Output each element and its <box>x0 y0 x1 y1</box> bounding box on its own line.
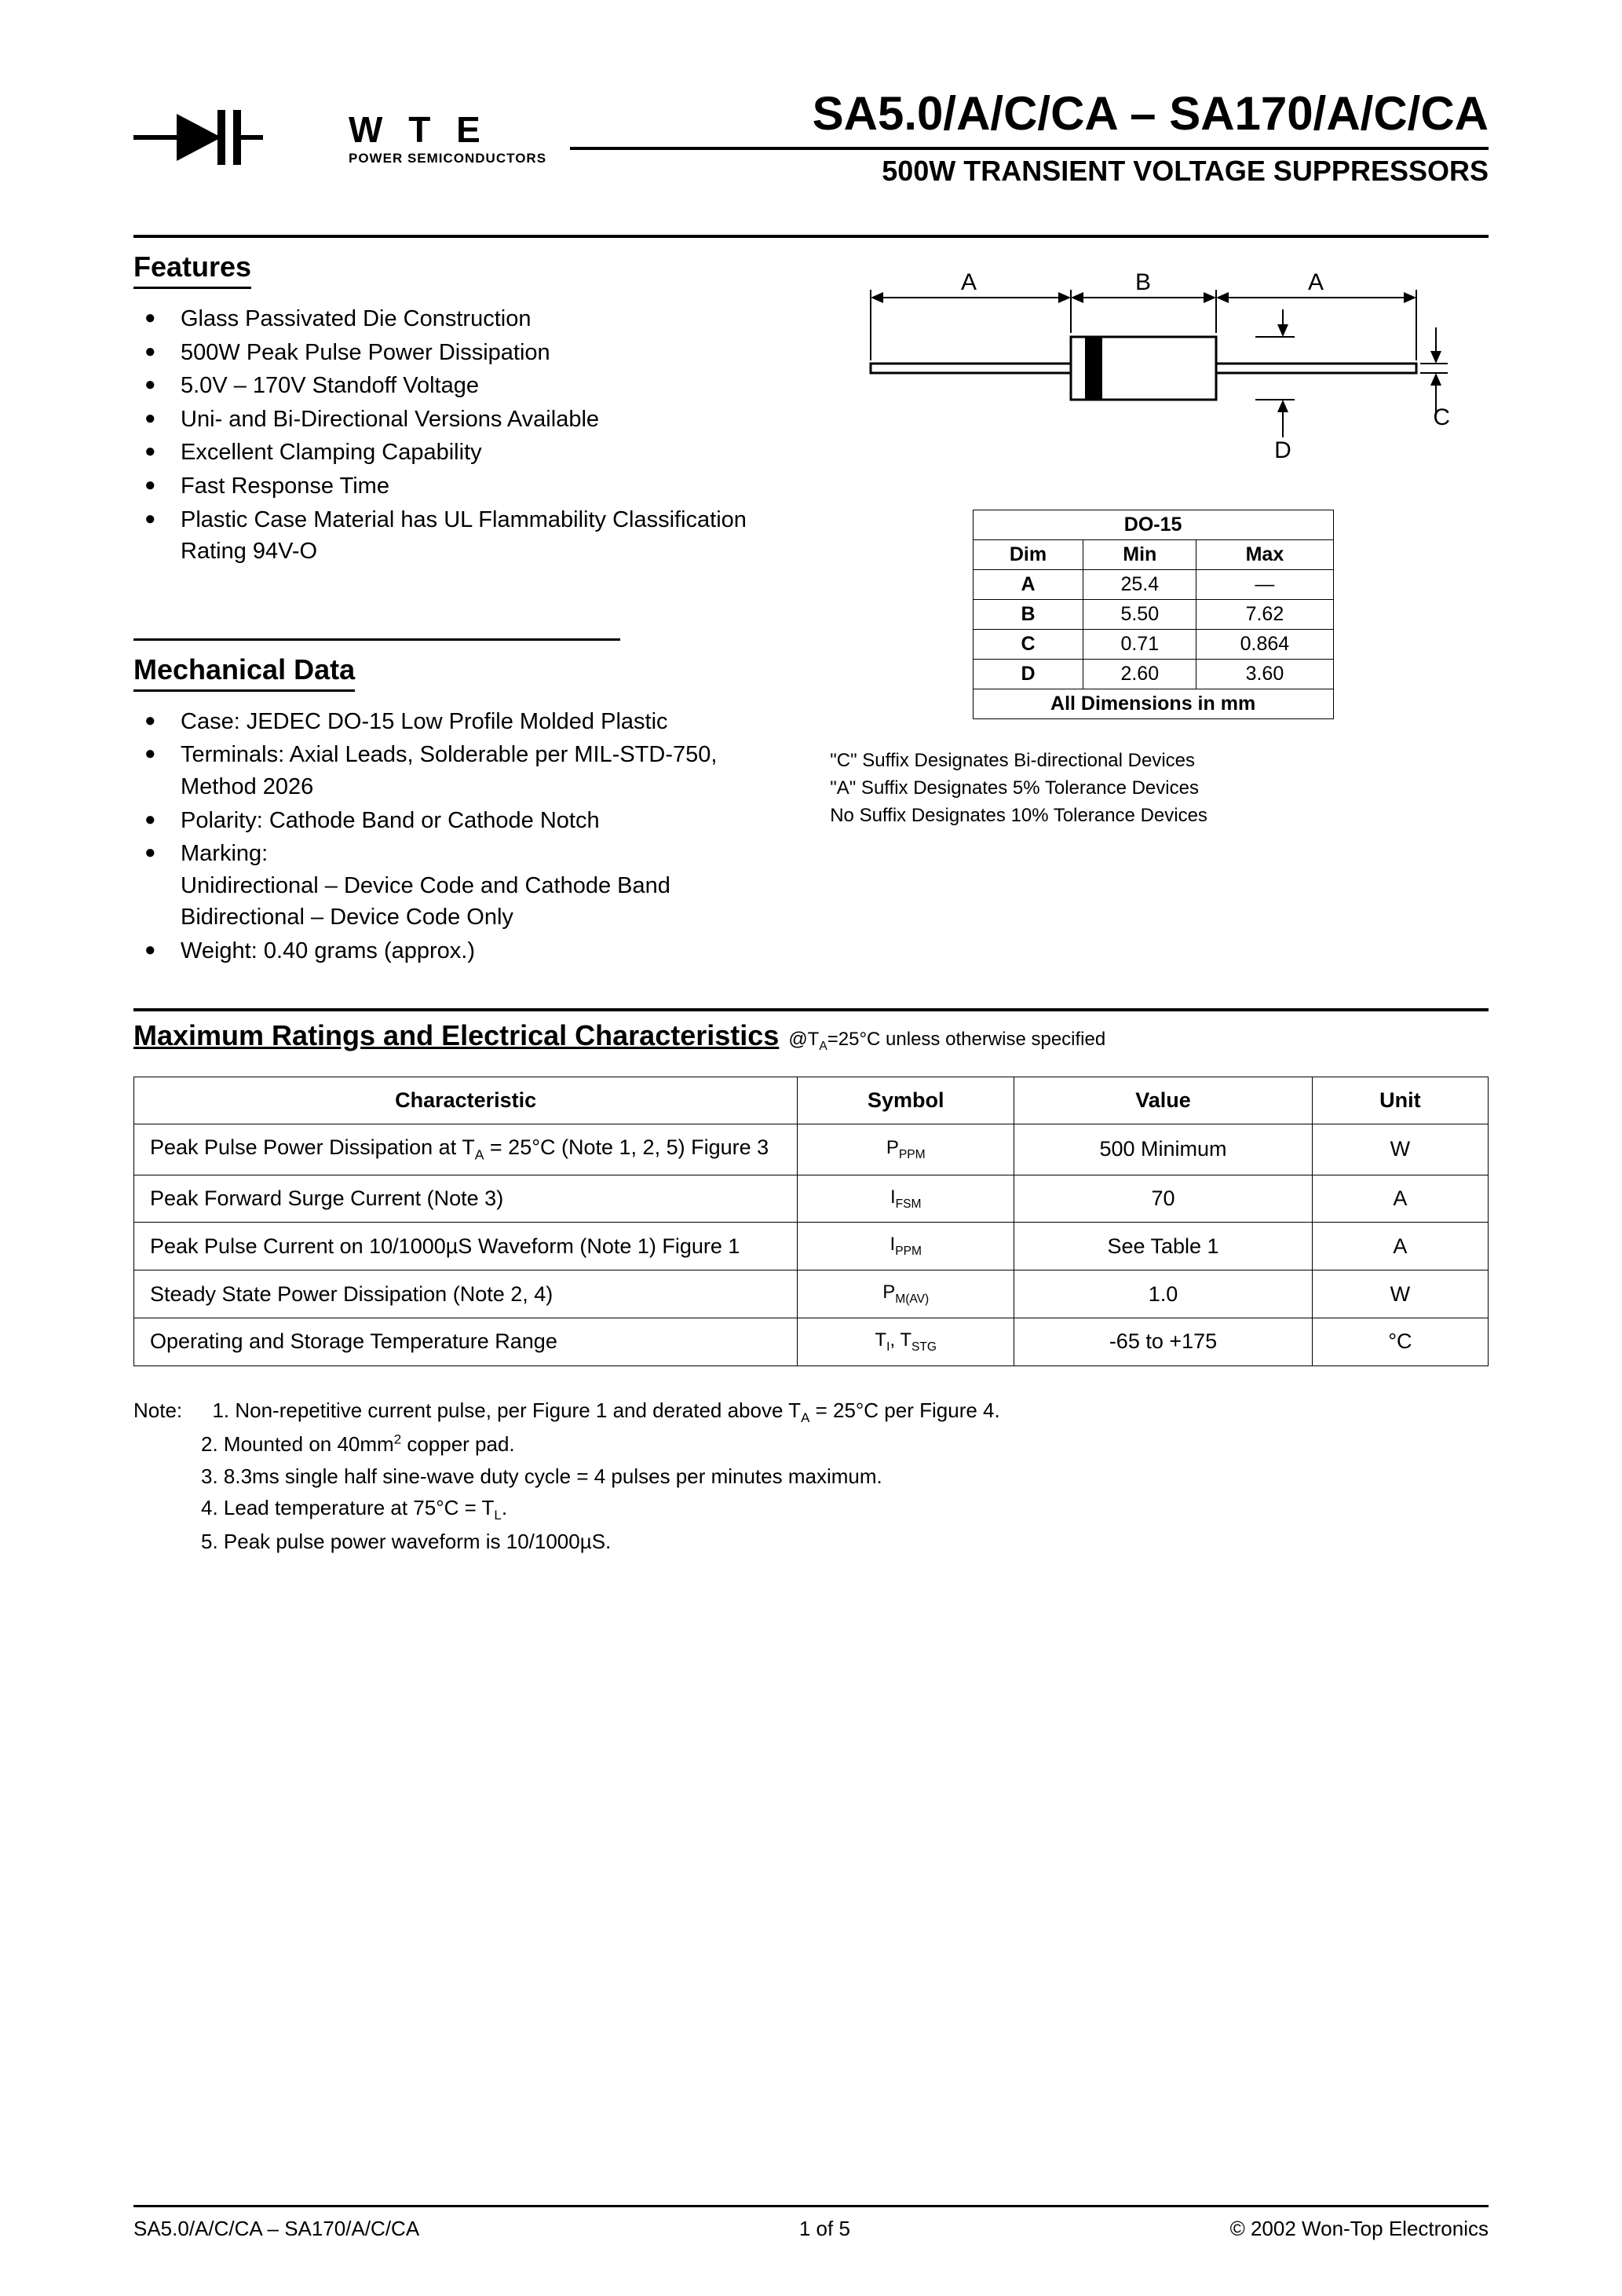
svg-text:B: B <box>1135 269 1151 295</box>
dimensions-table: DO-15DimMinMax A25.4— B5.507.62 C0.710.864 D… <box>973 510 1334 719</box>
title-rule <box>570 147 1489 150</box>
brand-name: W T E <box>349 108 546 151</box>
ratings-value: 1.0 <box>1014 1270 1313 1318</box>
footer-rule <box>133 2205 1489 2207</box>
diode-logo-icon <box>133 102 338 173</box>
dim-cell: A <box>973 570 1083 600</box>
dim-cell: 7.62 <box>1196 600 1333 630</box>
note-line: 5. Peak pulse power waveform is 10/1000µ… <box>133 1526 1489 1557</box>
logo-text: W T E POWER SEMICONDUCTORS <box>349 108 546 166</box>
footer-left: SA5.0/A/C/CA – SA170/A/C/CA <box>133 2217 419 2241</box>
ratings-char: Steady State Power Dissipation (Note 2, … <box>134 1270 798 1318</box>
ratings-rule <box>133 1008 1489 1011</box>
svg-text:D: D <box>1274 437 1291 462</box>
ratings-char: Peak Pulse Current on 10/1000µS Waveform… <box>134 1223 798 1270</box>
note-line: Note: 1. Non-repetitive current pulse, p… <box>133 1395 1489 1428</box>
dim-cell: 0.864 <box>1196 630 1333 660</box>
ratings-heading: Maximum Ratings and Electrical Character… <box>133 1019 779 1052</box>
dim-cell: 5.50 <box>1083 600 1196 630</box>
features-item: Plastic Case Material has UL Flammabilit… <box>141 504 770 568</box>
ratings-heading-row: Maximum Ratings and Electrical Character… <box>133 1019 1489 1054</box>
note-line: 3. 8.3ms single half sine-wave duty cycl… <box>133 1461 1489 1492</box>
brand-tagline: POWER SEMICONDUCTORS <box>349 151 546 166</box>
ratings-unit: A <box>1312 1175 1488 1223</box>
ratings-char: Peak Forward Surge Current (Note 3) <box>134 1175 798 1223</box>
ratings-symbol: IPPM <box>798 1223 1014 1270</box>
dim-cell: 3.60 <box>1196 660 1333 689</box>
mechanical-item: Polarity: Cathode Band or Cathode Notch <box>141 805 770 837</box>
dim-cell: D <box>973 660 1083 689</box>
ratings-value: 500 Minimum <box>1014 1124 1313 1175</box>
ratings-value: See Table 1 <box>1014 1223 1313 1270</box>
dim-col-header: Max <box>1196 540 1333 570</box>
features-heading: Features <box>133 250 251 289</box>
footer: SA5.0/A/C/CA – SA170/A/C/CA 1 of 5 © 200… <box>133 2205 1489 2241</box>
ratings-unit: W <box>1312 1270 1488 1318</box>
ratings-value: 70 <box>1014 1175 1313 1223</box>
ratings-col-header: Symbol <box>798 1077 1014 1124</box>
product-subtitle: 500W TRANSIENT VOLTAGE SUPPRESSORS <box>570 155 1489 188</box>
ratings-table: CharacteristicSymbolValueUnit Peak Pulse … <box>133 1077 1489 1366</box>
svg-text:A: A <box>1308 269 1324 295</box>
notes-block: Note: 1. Non-repetitive current pulse, p… <box>133 1395 1489 1558</box>
ratings-col-header: Characteristic <box>134 1077 798 1124</box>
features-item: 500W Peak Pulse Power Dissipation <box>141 337 770 369</box>
ratings-unit: A <box>1312 1223 1488 1270</box>
mechanical-item: Marking:Unidirectional – Device Code and… <box>141 838 770 934</box>
dim-cell: — <box>1196 570 1333 600</box>
note-line: 4. Lead temperature at 75°C = TL. <box>133 1492 1489 1526</box>
svg-text:A: A <box>961 269 977 295</box>
svg-text:C: C <box>1433 404 1450 430</box>
dim-cell: C <box>973 630 1083 660</box>
features-list: Glass Passivated Die Construction500W Pe… <box>133 303 770 568</box>
footer-center: 1 of 5 <box>799 2217 850 2241</box>
package-outline-diagram: A B A D <box>855 250 1452 462</box>
ratings-col-header: Value <box>1014 1077 1313 1124</box>
features-item: Glass Passivated Die Construction <box>141 303 770 335</box>
mechanical-item: Case: JEDEC DO-15 Low Profile Molded Pla… <box>141 706 770 738</box>
ratings-unit: W <box>1312 1124 1488 1175</box>
dim-table-footer: All Dimensions in mm <box>973 689 1333 719</box>
suffix-note: "C" Suffix Designates Bi-directional Dev… <box>830 748 1207 775</box>
mechanical-heading: Mechanical Data <box>133 653 355 692</box>
dim-cell: 2.60 <box>1083 660 1196 689</box>
dim-col-header: Min <box>1083 540 1196 570</box>
ratings-char: Operating and Storage Temperature Range <box>134 1318 798 1366</box>
dim-cell: B <box>973 600 1083 630</box>
dim-cell: 25.4 <box>1083 570 1196 600</box>
footer-right: © 2002 Won-Top Electronics <box>1230 2217 1489 2241</box>
suffix-notes: "C" Suffix Designates Bi-directional Dev… <box>817 748 1207 829</box>
features-item: Excellent Clamping Capability <box>141 437 770 469</box>
logo: W T E POWER SEMICONDUCTORS <box>133 102 546 173</box>
title-block: SA5.0/A/C/CA – SA170/A/C/CA 500W TRANSIE… <box>570 86 1489 188</box>
dim-cell: 0.71 <box>1083 630 1196 660</box>
features-item: Fast Response Time <box>141 470 770 503</box>
features-item: Uni- and Bi-Directional Versions Availab… <box>141 404 770 436</box>
note-line: 2. Mounted on 40mm2 copper pad. <box>133 1428 1489 1460</box>
dim-table-title: DO-15 <box>973 510 1333 540</box>
mechanical-divider <box>133 638 620 641</box>
ratings-condition: @TA=25°C unless otherwise specified <box>788 1029 1105 1054</box>
ratings-col-header: Unit <box>1312 1077 1488 1124</box>
suffix-note: "A" Suffix Designates 5% Tolerance Devic… <box>830 775 1207 803</box>
dim-col-header: Dim <box>973 540 1083 570</box>
ratings-char: Peak Pulse Power Dissipation at TA = 25°… <box>134 1124 798 1175</box>
ratings-symbol: PM(AV) <box>798 1270 1014 1318</box>
ratings-value: -65 to +175 <box>1014 1318 1313 1366</box>
mechanical-list: Case: JEDEC DO-15 Low Profile Molded Pla… <box>133 706 770 967</box>
features-item: 5.0V – 170V Standoff Voltage <box>141 370 770 402</box>
suffix-note: No Suffix Designates 10% Tolerance Devic… <box>830 803 1207 830</box>
ratings-symbol: TI, TSTG <box>798 1318 1014 1366</box>
ratings-symbol: IFSM <box>798 1175 1014 1223</box>
mechanical-item: Terminals: Axial Leads, Solderable per M… <box>141 739 770 803</box>
ratings-symbol: PPPM <box>798 1124 1014 1175</box>
top-rule <box>133 235 1489 238</box>
header: W T E POWER SEMICONDUCTORS SA5.0/A/C/CA … <box>133 86 1489 188</box>
product-title: SA5.0/A/C/CA – SA170/A/C/CA <box>570 86 1489 141</box>
ratings-unit: °C <box>1312 1318 1488 1366</box>
mechanical-item: Weight: 0.40 grams (approx.) <box>141 935 770 967</box>
